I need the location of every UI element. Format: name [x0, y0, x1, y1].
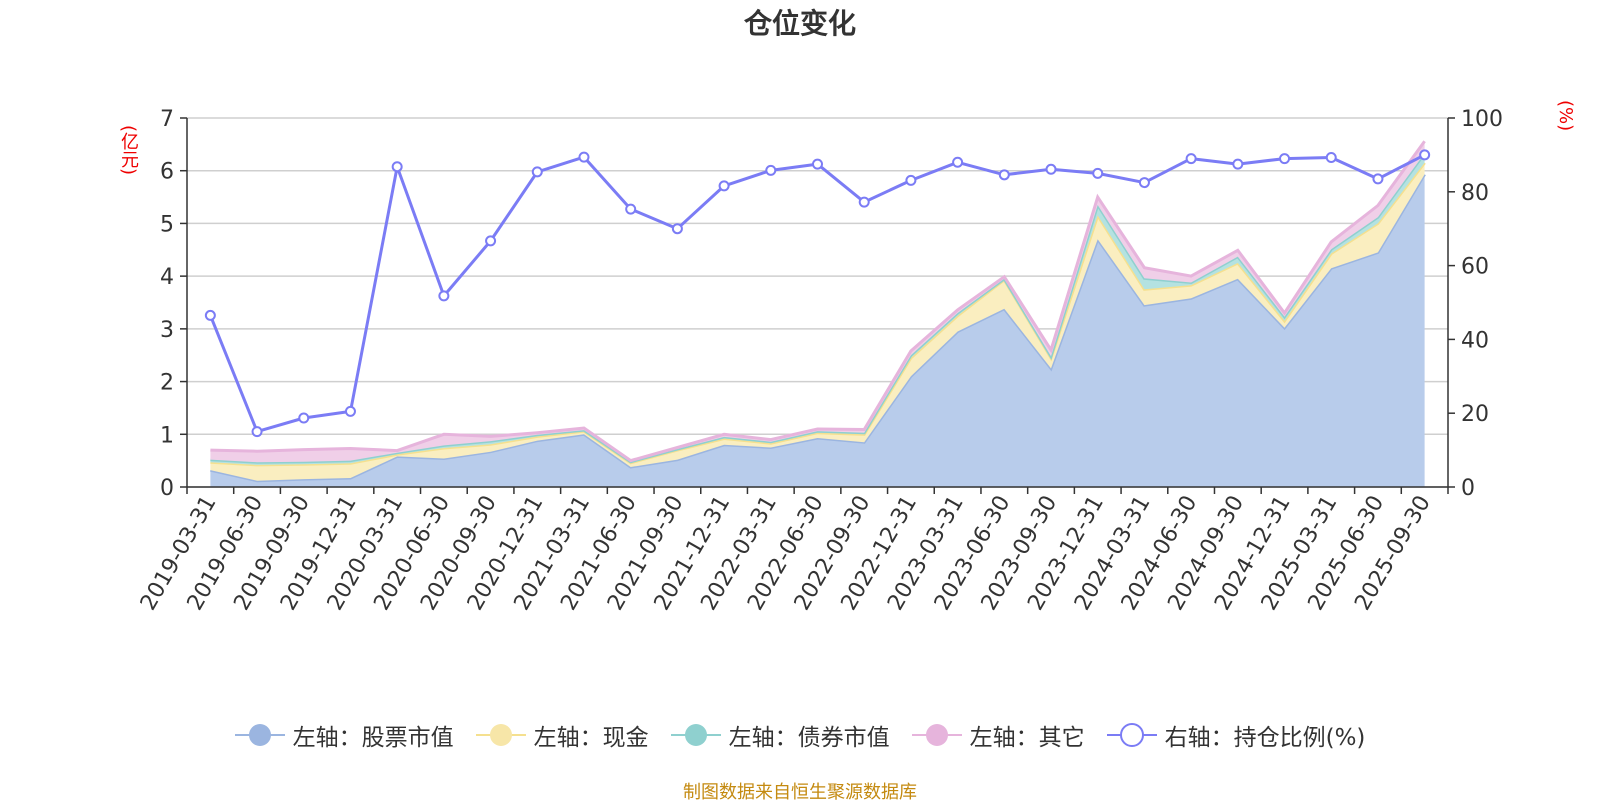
legend-item-bond[interactable]: 左轴：债券市值	[670, 718, 890, 752]
ratio-point	[858, 196, 870, 208]
ratio-point	[1045, 163, 1057, 175]
ratio-point	[391, 161, 403, 173]
legend-label-ratio: 右轴：持仓比例(%)	[1164, 725, 1366, 751]
ratio-point	[1092, 167, 1104, 179]
area-series-0	[210, 174, 1425, 487]
ratio-point	[765, 164, 777, 176]
ratio-point	[485, 235, 497, 247]
left-tick-label: 5	[160, 212, 174, 237]
ratio-point	[298, 412, 310, 424]
ratio-point	[998, 169, 1010, 181]
chart-legend: 左轴：股票市值 左轴：现金 左轴：债券市值 左轴：其它 右轴：持仓比例(%)	[0, 718, 1600, 752]
legend-item-stock[interactable]: 左轴：股票市值	[234, 718, 454, 752]
legend-label-stock: 左轴：股票市值	[292, 725, 454, 751]
ratio-point	[952, 156, 964, 168]
ratio-point	[251, 426, 263, 438]
legend-label-cash: 左轴：现金	[533, 725, 649, 751]
right-tick-label: 20	[1461, 402, 1489, 427]
ratio-point	[812, 158, 823, 170]
ratio-point	[1419, 149, 1431, 161]
legend-stock-marker-icon	[234, 724, 285, 746]
right-tick-label: 80	[1461, 181, 1489, 206]
right-tick-label: 100	[1461, 107, 1503, 132]
legend-bond-marker-icon	[670, 724, 721, 746]
ratio-point	[1138, 177, 1150, 189]
ratio-point	[1372, 173, 1384, 185]
area-series-line-3	[210, 140, 1426, 463]
ratio-point	[344, 405, 356, 417]
left-axis-unit-label: (亿元)	[118, 125, 139, 176]
ratio-point	[578, 151, 590, 163]
chart-title: 仓位变化	[743, 7, 856, 40]
ratio-point	[1185, 153, 1197, 165]
right-axis-unit-label: (%)	[1555, 100, 1576, 132]
left-tick-label: 7	[160, 107, 174, 132]
ratio-point	[905, 174, 917, 186]
left-tick-label: 2	[160, 371, 174, 396]
legend-item-other[interactable]: 左轴：其它	[911, 718, 1085, 752]
ratio-point	[531, 166, 543, 178]
legend-label-bond: 左轴：债券市值	[728, 725, 890, 751]
left-tick-label: 0	[160, 476, 174, 501]
legend-item-ratio[interactable]: 右轴：持仓比例(%)	[1106, 718, 1366, 752]
ratio-point	[1279, 153, 1291, 165]
ratio-point	[671, 223, 683, 235]
right-tick-label: 0	[1461, 476, 1475, 501]
ratio-point	[438, 290, 450, 302]
legend-cash-marker-icon	[475, 724, 526, 746]
ratio-point	[625, 203, 637, 215]
right-tick-label: 40	[1461, 328, 1489, 353]
ratio-point	[718, 180, 730, 192]
data-source-note: 制图数据来自恒生聚源数据库	[683, 782, 917, 803]
legend-label-other: 左轴：其它	[969, 725, 1085, 751]
left-tick-label: 4	[160, 265, 174, 290]
right-tick-label: 60	[1461, 255, 1489, 280]
ratio-point	[1232, 158, 1244, 170]
left-tick-label: 1	[160, 423, 174, 448]
legend-item-cash[interactable]: 左轴：现金	[475, 718, 649, 752]
left-tick-label: 3	[160, 318, 174, 343]
legend-ratio-marker-icon	[1106, 723, 1157, 747]
position-change-chart: 012345670204060801002019-03-312019-06-30…	[136, 107, 1503, 615]
ratio-point	[204, 309, 216, 321]
ratio-point	[1325, 151, 1337, 163]
left-tick-label: 6	[160, 160, 174, 185]
legend-other-marker-icon	[911, 724, 962, 746]
